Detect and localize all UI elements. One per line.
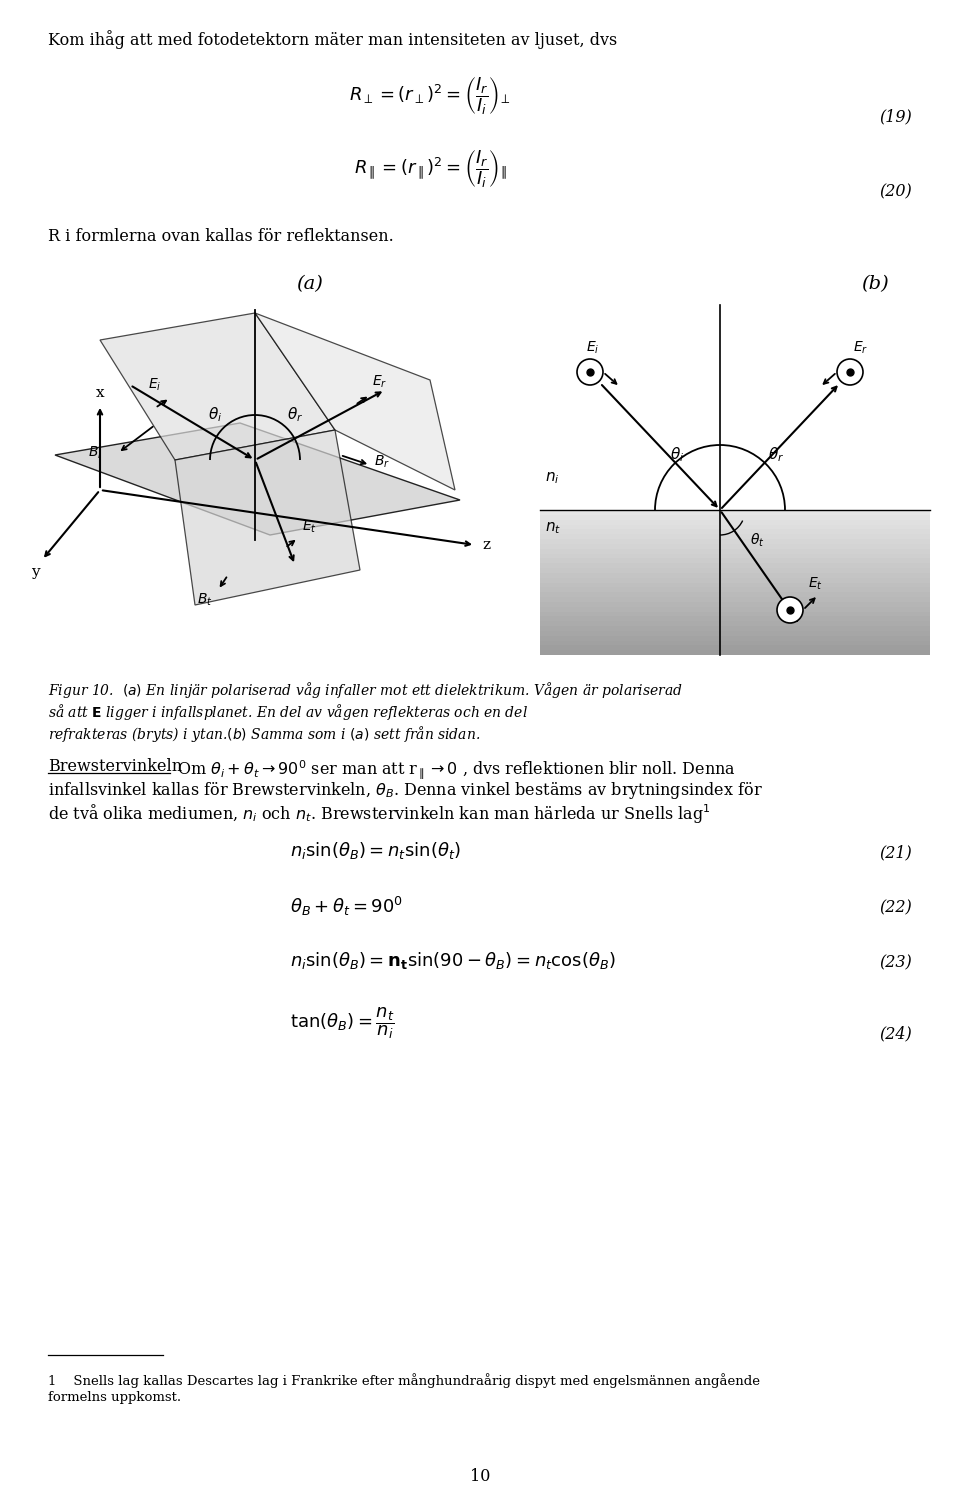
Bar bbox=[540, 525, 930, 530]
Text: $n_t$: $n_t$ bbox=[545, 521, 562, 536]
Text: $B_t$: $B_t$ bbox=[198, 591, 213, 608]
Polygon shape bbox=[55, 423, 460, 534]
Bar bbox=[540, 573, 930, 578]
Bar bbox=[540, 563, 930, 567]
Text: $\theta_B+\theta_t = 90^0$: $\theta_B+\theta_t = 90^0$ bbox=[290, 895, 403, 918]
Bar bbox=[540, 515, 930, 519]
Bar bbox=[540, 611, 930, 617]
Text: $\theta_r$: $\theta_r$ bbox=[287, 406, 303, 424]
Bar bbox=[540, 543, 930, 549]
Text: (23): (23) bbox=[879, 954, 912, 971]
Bar bbox=[540, 641, 930, 646]
Text: $R_{\perp} = (r_{\perp})^2 = \left(\dfrac{I_r}{I_i}\right)_{\!\perp}$: $R_{\perp} = (r_{\perp})^2 = \left(\dfra… bbox=[349, 75, 511, 117]
Text: (20): (20) bbox=[879, 184, 912, 200]
Bar bbox=[540, 650, 930, 655]
Bar bbox=[540, 617, 930, 622]
Circle shape bbox=[837, 360, 863, 385]
Text: $E_i$: $E_i$ bbox=[148, 376, 161, 393]
Text: (24): (24) bbox=[879, 1025, 912, 1041]
Text: refrakteras (bryts) i ytan.$(b)$ Samma som i $(a)$ sett från sidan.: refrakteras (bryts) i ytan.$(b)$ Samma s… bbox=[48, 724, 480, 743]
Text: z: z bbox=[482, 537, 490, 552]
Text: $\theta_i$: $\theta_i$ bbox=[670, 445, 684, 465]
Polygon shape bbox=[255, 313, 455, 491]
Text: så att $\mathbf{E}$ ligger i infallsplanet. En del av vågen reflekteras och en d: så att $\mathbf{E}$ ligger i infallsplan… bbox=[48, 701, 528, 722]
Bar bbox=[540, 626, 930, 631]
Bar bbox=[540, 646, 930, 650]
Text: $E_r$: $E_r$ bbox=[853, 340, 868, 357]
Bar bbox=[540, 631, 930, 635]
Text: Brewstervinkeln: Brewstervinkeln bbox=[48, 759, 182, 775]
Text: de två olika mediumen, $n_i$ och $n_t$. Brewstervinkeln kan man härleda ur Snell: de två olika mediumen, $n_i$ och $n_t$. … bbox=[48, 802, 711, 825]
Text: Figur 10.  $(a)$ En linjär polariserad våg infaller mot ett dielektrikum. Vågen : Figur 10. $(a)$ En linjär polariserad vå… bbox=[48, 680, 683, 700]
Bar bbox=[540, 534, 930, 539]
Text: $E_i$: $E_i$ bbox=[587, 340, 600, 357]
Circle shape bbox=[777, 597, 803, 623]
Bar bbox=[540, 549, 930, 554]
Bar bbox=[540, 554, 930, 558]
Text: 1    Snells lag kallas Descartes lag i Frankrike efter månghundraårig dispyt med: 1 Snells lag kallas Descartes lag i Fran… bbox=[48, 1373, 760, 1388]
Circle shape bbox=[577, 360, 603, 385]
Text: formelns uppkomst.: formelns uppkomst. bbox=[48, 1391, 181, 1404]
Text: R i formlerna ovan kallas för reflektansen.: R i formlerna ovan kallas för reflektans… bbox=[48, 227, 394, 245]
Text: $\theta_i$: $\theta_i$ bbox=[208, 406, 222, 424]
Bar bbox=[540, 578, 930, 582]
Bar bbox=[540, 591, 930, 597]
Bar bbox=[540, 519, 930, 525]
Text: (19): (19) bbox=[879, 108, 912, 125]
Bar bbox=[540, 602, 930, 607]
Text: $\theta_t$: $\theta_t$ bbox=[750, 531, 764, 549]
Text: $R_{\parallel} = (r_{\parallel})^2 = \left(\dfrac{I_r}{I_i}\right)_{\!\parallel}: $R_{\parallel} = (r_{\parallel})^2 = \le… bbox=[353, 147, 507, 190]
Bar bbox=[540, 530, 930, 534]
Text: $E_r$: $E_r$ bbox=[372, 373, 387, 390]
Text: $\theta_r$: $\theta_r$ bbox=[768, 445, 784, 465]
Bar bbox=[540, 622, 930, 626]
Text: (b): (b) bbox=[861, 275, 889, 293]
Text: Kom ihåg att med fotodetektorn mäter man intensiteten av ljuset, dvs: Kom ihåg att med fotodetektorn mäter man… bbox=[48, 30, 617, 48]
Text: (22): (22) bbox=[879, 898, 912, 917]
Text: $B_r$: $B_r$ bbox=[374, 455, 390, 470]
Text: infallsvinkel kallas för Brewstervinkeln, $\theta_B$. Denna vinkel bestäms av br: infallsvinkel kallas för Brewstervinkeln… bbox=[48, 780, 763, 801]
Text: $B_i$: $B_i$ bbox=[87, 445, 102, 461]
Text: $n_i\sin(\theta_B) = \mathbf{n_t}\sin(90-\theta_B) = n_t\cos(\theta_B)$: $n_i\sin(\theta_B) = \mathbf{n_t}\sin(90… bbox=[290, 950, 616, 971]
Bar bbox=[540, 597, 930, 602]
Bar bbox=[540, 587, 930, 591]
Text: (a): (a) bbox=[297, 275, 324, 293]
Text: $E_t$: $E_t$ bbox=[808, 575, 823, 591]
Bar bbox=[540, 607, 930, 611]
Bar bbox=[540, 510, 930, 515]
Text: 10: 10 bbox=[469, 1467, 491, 1485]
Bar bbox=[540, 635, 930, 641]
Text: $n_i$: $n_i$ bbox=[545, 470, 560, 486]
Polygon shape bbox=[175, 430, 360, 605]
Bar bbox=[540, 558, 930, 563]
Bar bbox=[540, 539, 930, 543]
Text: $\tan(\theta_B) = \dfrac{n_t}{n_i}$: $\tan(\theta_B) = \dfrac{n_t}{n_i}$ bbox=[290, 1005, 395, 1040]
Text: Om $\theta_i +\theta_t \rightarrow 90^0$ ser man att r$_{\parallel}\rightarrow 0: Om $\theta_i +\theta_t \rightarrow 90^0$… bbox=[172, 759, 736, 781]
Bar bbox=[540, 567, 930, 573]
Text: y: y bbox=[31, 564, 39, 579]
Text: $n_i\sin(\theta_B) = n_t\sin(\theta_t)$: $n_i\sin(\theta_B) = n_t\sin(\theta_t)$ bbox=[290, 840, 461, 861]
Text: $E_t$: $E_t$ bbox=[302, 519, 317, 534]
Bar bbox=[540, 582, 930, 587]
Polygon shape bbox=[100, 313, 335, 461]
Text: (21): (21) bbox=[879, 844, 912, 861]
Text: x: x bbox=[96, 385, 105, 400]
